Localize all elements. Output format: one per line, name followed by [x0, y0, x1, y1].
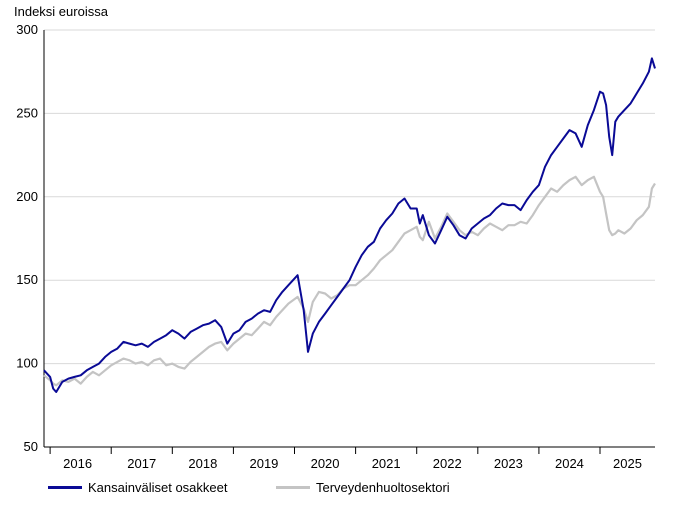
series-line-1 [43, 57, 656, 393]
series-lines [43, 57, 656, 393]
y-tick-label-100: 100 [16, 356, 38, 371]
x-tick-label-2024: 2024 [555, 456, 584, 471]
x-tick-label-2023: 2023 [494, 456, 523, 471]
x-tick-label-2020: 2020 [311, 456, 340, 471]
x-tick-label-2019: 2019 [249, 456, 278, 471]
y-axis-ticks: 50 100 150 200 250 300 [16, 22, 38, 454]
x-axis: 2016 2017 2018 2019 2020 2021 2022 2023 2024 2025 [43, 30, 655, 471]
legend-label-series-2: Terveydenhuoltosektori [316, 480, 450, 495]
legend-swatch-series-2 [276, 486, 310, 489]
gridlines [44, 29, 655, 365]
y-tick-label-300: 300 [16, 22, 38, 37]
x-tick-label-2016: 2016 [63, 456, 92, 471]
legend-swatch-series-1 [48, 486, 82, 489]
y-tick-label-200: 200 [16, 189, 38, 204]
y-tick-label-250: 250 [16, 105, 38, 120]
series-line-2 [43, 175, 656, 387]
legend-item-series-1: Kansainväliset osakkeet [48, 480, 227, 495]
y-axis-unit-label: Indeksi euroissa [14, 4, 108, 19]
x-tick-label-2022: 2022 [433, 456, 462, 471]
x-tick-label-2018: 2018 [188, 456, 217, 471]
y-tick-label-150: 150 [16, 272, 38, 287]
x-tick-label-2017: 2017 [127, 456, 156, 471]
legend-label-series-1: Kansainväliset osakkeet [88, 480, 228, 495]
x-tick-label-2021: 2021 [372, 456, 401, 471]
y-tick-label-50: 50 [24, 439, 38, 454]
legend-item-series-2: Terveydenhuoltosektori [276, 480, 450, 495]
x-tick-label-2025: 2025 [613, 456, 642, 471]
